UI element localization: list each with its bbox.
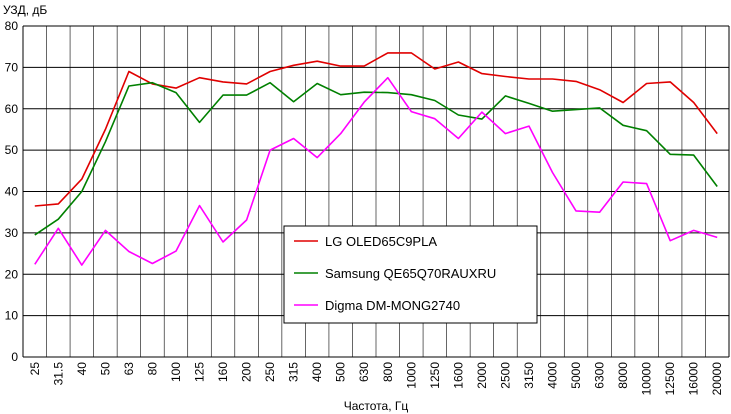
x-tick-label: 25 — [28, 362, 42, 376]
legend-box — [283, 225, 538, 324]
x-tick-label: 5000 — [569, 362, 583, 389]
y-tick-label: 80 — [5, 19, 19, 33]
x-tick-label: 4000 — [546, 362, 560, 389]
x-tick-label: 200 — [240, 362, 254, 382]
x-tick-label: 2000 — [475, 362, 489, 389]
y-tick-labels: 0 10 20 30 40 50 60 70 80 — [5, 19, 19, 364]
series-group — [34, 52, 718, 266]
series-line-digma-dm-mong2740 — [34, 76, 718, 266]
y-tick-label: 40 — [5, 185, 19, 199]
x-tick-label: 50 — [98, 362, 112, 376]
x-tick-label: 80 — [145, 362, 159, 376]
x-tick-label: 500 — [334, 362, 348, 382]
x-tick-label: 31.5 — [51, 362, 65, 386]
x-tick-label: 1250 — [428, 362, 442, 389]
x-tick-label: 315 — [287, 362, 301, 382]
x-tick-label: 800 — [381, 362, 395, 382]
x-tick-labels: 25 31.5 40 50 63 80 100 125 160 200 250 315 400 500 63… — [28, 362, 724, 396]
x-tick-label: 40 — [75, 362, 89, 376]
x-tick-label: 400 — [310, 362, 324, 382]
y-tick-label: 10 — [5, 309, 19, 323]
x-tick-label: 63 — [122, 362, 136, 376]
x-tick-label: 1600 — [451, 362, 465, 389]
x-tick-label: 250 — [263, 362, 277, 382]
x-tick-label: 16000 — [687, 362, 701, 396]
x-tick-label: 3150 — [522, 362, 536, 389]
x-tick-label: 100 — [169, 362, 183, 382]
x-tick-label: 6300 — [593, 362, 607, 389]
x-tick-label: 20000 — [710, 362, 724, 396]
x-tick-label: 2500 — [498, 362, 512, 389]
series-line-samsung-qe65q70rauxru — [34, 81, 718, 236]
x-tick-label: 125 — [193, 362, 207, 382]
legend-label-digma-dm-mong2740: Digma DM-MONG2740 — [325, 298, 460, 313]
y-axis-label: УЗД, дБ — [3, 3, 47, 17]
gridlines — [22, 25, 730, 358]
y-tick-label: 50 — [5, 143, 19, 157]
legend-label-samsung-qe65q70rauxru: Samsung QE65Q70RAUXRU — [325, 266, 496, 281]
legend: LG OLED65C9PLA Samsung QE65Q70RAUXRU Digma… — [283, 225, 538, 324]
x-tick-label: 160 — [216, 362, 230, 382]
y-tick-label: 30 — [5, 226, 19, 240]
legend-label-lg-oled65c9pla: LG OLED65C9PLA — [325, 234, 437, 249]
x-tick-label: 8000 — [616, 362, 630, 389]
x-tick-label: 1000 — [404, 362, 418, 389]
x-tick-label: 12500 — [663, 362, 677, 396]
y-tick-label: 20 — [5, 267, 19, 281]
x-axis-label: Частота, Гц — [344, 399, 409, 413]
y-tick-label: 60 — [5, 102, 19, 116]
y-tick-label: 70 — [5, 60, 19, 74]
series-line-lg-oled65c9pla — [34, 52, 718, 207]
x-tick-label: 630 — [357, 362, 371, 382]
x-tick-label: 10000 — [640, 362, 654, 396]
y-tick-label: 0 — [11, 350, 18, 364]
